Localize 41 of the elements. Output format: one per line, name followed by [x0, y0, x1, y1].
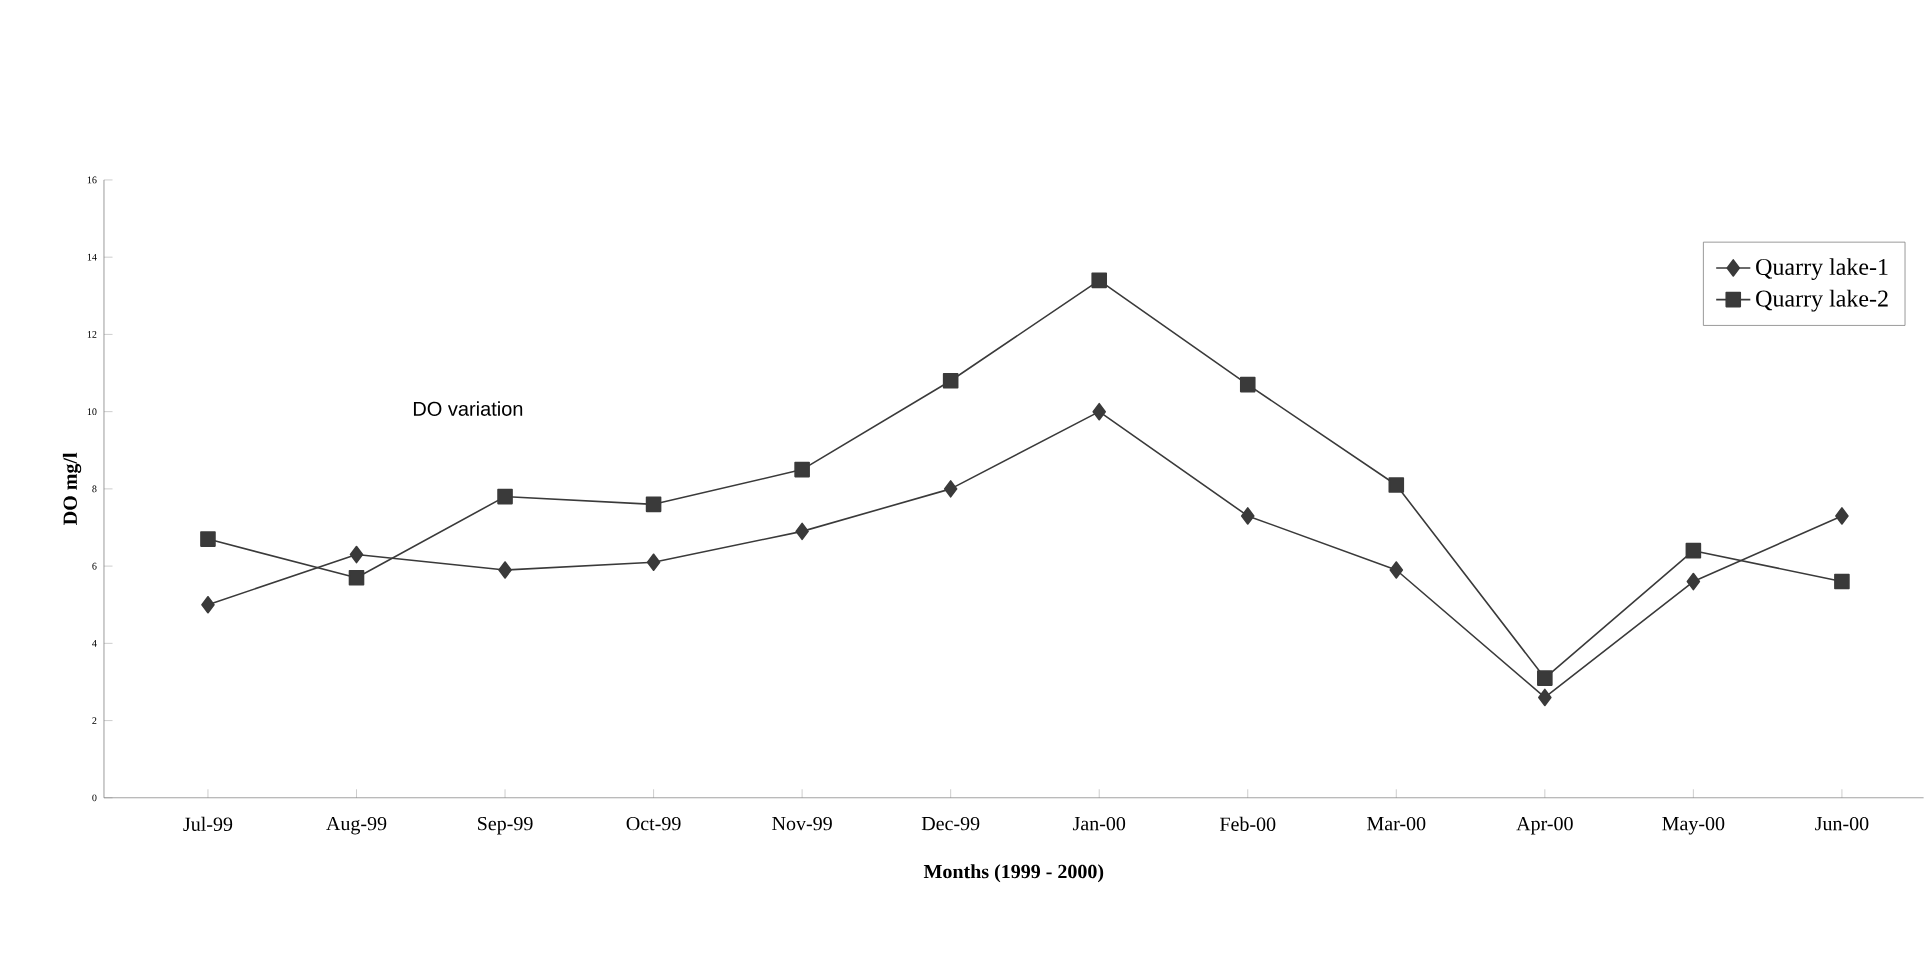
point	[1240, 507, 1255, 525]
x-tick-label: Feb-00	[1219, 816, 1276, 832]
point	[1834, 573, 1850, 590]
y-axis-title: DO mg/l	[62, 452, 82, 526]
annotation: DO variation	[413, 401, 523, 416]
x-tick-label: Aug-99	[326, 816, 387, 835]
legend-label: Quarry lake-1	[1756, 258, 1888, 281]
point	[200, 531, 216, 547]
point	[645, 496, 662, 513]
x-tick-label: Sep-99	[478, 816, 533, 835]
point	[1092, 402, 1107, 421]
point	[348, 570, 365, 586]
point	[1239, 376, 1256, 393]
point	[1389, 561, 1404, 579]
point	[497, 488, 513, 505]
x-tick-label: May-00	[1662, 816, 1725, 835]
point	[1538, 688, 1552, 707]
x-tick-label: Apr-00	[1516, 816, 1573, 835]
x-tick-label: Mar-00	[1367, 816, 1426, 831]
point	[1091, 272, 1108, 289]
x-tick-label: Oct-99	[626, 816, 681, 831]
x-tick-label: Jun-00	[1815, 816, 1869, 831]
point	[1686, 572, 1701, 591]
point	[943, 480, 958, 498]
point	[349, 545, 364, 564]
legend-label: Quarry lake-2	[1756, 289, 1888, 312]
x-tick-label: Jan-00	[1072, 816, 1126, 831]
point	[201, 596, 215, 614]
point	[1537, 670, 1553, 686]
point	[498, 561, 512, 579]
point	[942, 373, 959, 389]
point	[1685, 542, 1702, 559]
point	[646, 553, 661, 572]
x-tick-label: Nov-99	[772, 816, 832, 831]
point	[1388, 477, 1405, 493]
x-tick-label: Dec-99	[921, 816, 980, 831]
point	[1835, 507, 1849, 525]
point	[794, 461, 810, 478]
x-axis-title: Months (1999 - 2000)	[923, 864, 1104, 883]
point	[795, 522, 809, 541]
x-tick-label: Jul-99	[183, 816, 233, 832]
